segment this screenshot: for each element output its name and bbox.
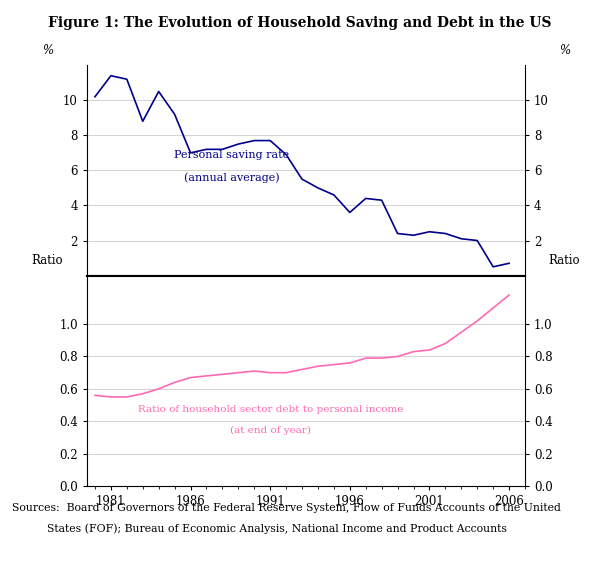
- Text: Sources:  Board of Governors of the Federal Reserve System, Flow of Funds Accoun: Sources: Board of Governors of the Feder…: [12, 503, 561, 513]
- Text: %: %: [559, 44, 570, 57]
- Text: (at end of year): (at end of year): [230, 427, 311, 435]
- Text: Personal saving rate: Personal saving rate: [174, 150, 289, 160]
- Text: %: %: [42, 44, 53, 57]
- Text: States (FOF); Bureau of Economic Analysis, National Income and Product Accounts: States (FOF); Bureau of Economic Analysi…: [12, 524, 507, 534]
- Text: Figure 1: The Evolution of Household Saving and Debt in the US: Figure 1: The Evolution of Household Sav…: [48, 16, 552, 30]
- Text: (annual average): (annual average): [184, 172, 280, 183]
- Text: Ratio of household sector debt to personal income: Ratio of household sector debt to person…: [138, 406, 404, 414]
- Text: Ratio: Ratio: [548, 254, 580, 267]
- Text: Ratio: Ratio: [32, 254, 64, 267]
